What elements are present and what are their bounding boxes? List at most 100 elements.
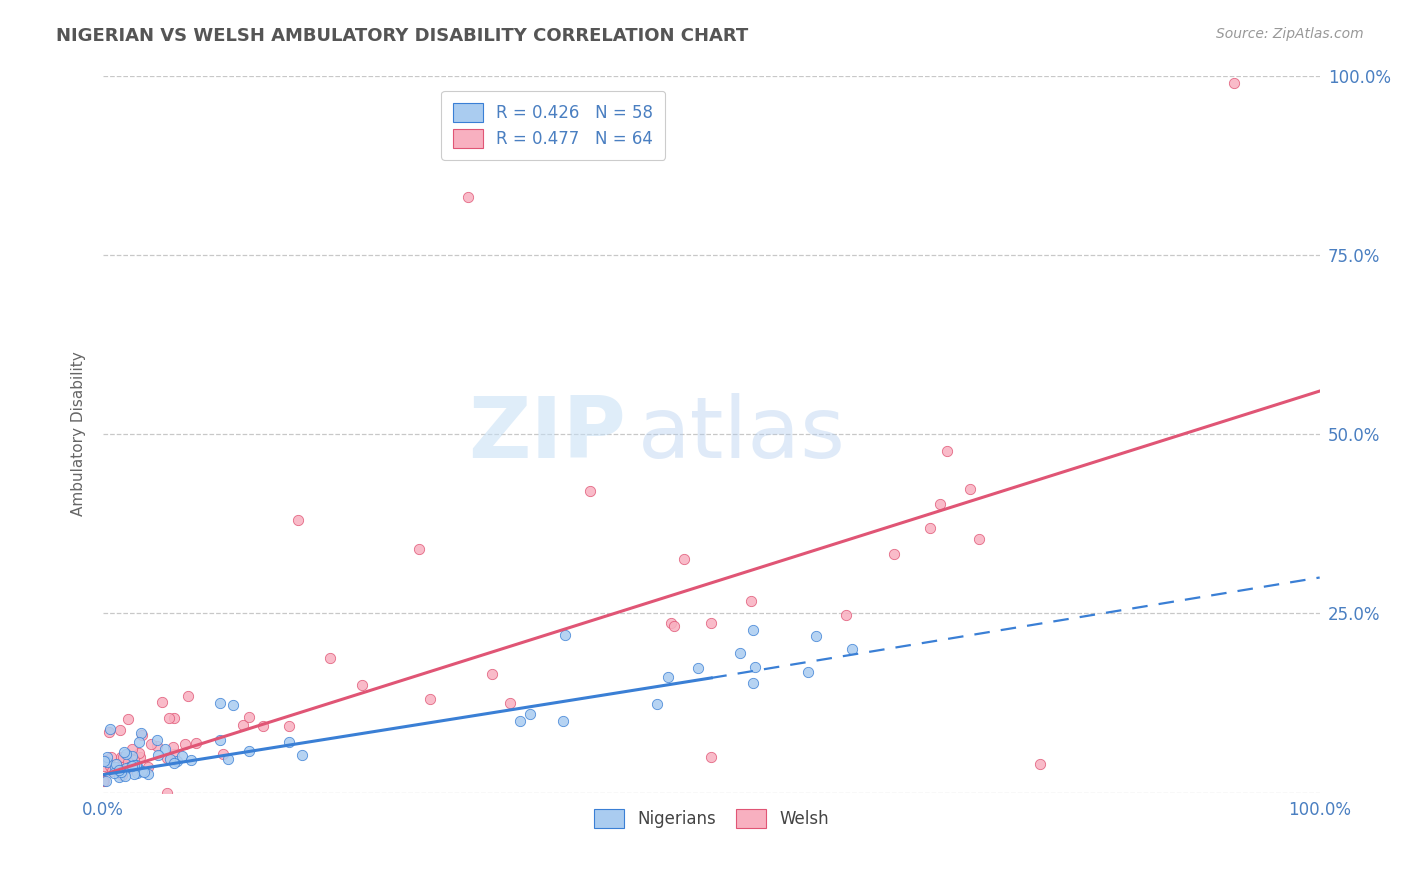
Point (287, 513, 309, 527)
Text: NIGERIAN VS WELSH AMBULATORY DISABILITY CORRELATION CHART: NIGERIAN VS WELSH AMBULATORY DISABILITY … (56, 27, 748, 45)
Point (686, 661, 709, 675)
Point (125, 758, 148, 772)
Point (419, 692, 441, 706)
Point (740, 593, 762, 607)
Point (177, 689, 200, 703)
Point (131, 728, 153, 742)
Point (959, 483, 981, 497)
Point (121, 742, 143, 756)
Point (172, 748, 194, 763)
Point (111, 749, 134, 764)
Point (93, 753, 115, 767)
Point (96, 755, 118, 769)
Point (1029, 756, 1052, 771)
Point (184, 736, 207, 750)
Point (162, 739, 184, 754)
Point (166, 755, 188, 769)
Point (96, 774, 118, 789)
Point (741, 623, 763, 637)
Point (98, 759, 121, 773)
Point (1223, 76, 1246, 90)
Point (238, 744, 260, 758)
Point (519, 706, 541, 721)
Point (110, 749, 132, 764)
Point (122, 753, 145, 767)
Point (920, 521, 942, 535)
Point (578, 484, 600, 499)
Point (929, 497, 952, 511)
Point (157, 711, 180, 725)
Point (112, 745, 135, 759)
Point (122, 767, 145, 781)
Point (659, 615, 682, 630)
Point (107, 763, 129, 777)
Point (103, 766, 125, 780)
Point (115, 761, 138, 775)
Point (120, 759, 142, 773)
Point (134, 764, 156, 779)
Point (155, 786, 177, 800)
Point (936, 443, 959, 458)
Point (129, 750, 152, 764)
Point (117, 712, 139, 726)
Point (804, 629, 827, 643)
Point (148, 747, 170, 762)
Point (700, 749, 723, 764)
Point (551, 714, 574, 728)
Point (108, 723, 131, 737)
Point (457, 190, 479, 204)
Point (741, 676, 763, 690)
Point (664, 619, 686, 633)
Point (700, 616, 723, 631)
Point (728, 646, 751, 660)
Point (121, 759, 143, 773)
Point (125, 759, 148, 773)
Point (118, 760, 141, 774)
Point (93, 773, 115, 788)
Point (97, 724, 120, 739)
Point (131, 764, 153, 778)
Point (352, 678, 374, 692)
Point (163, 756, 186, 771)
Point (208, 696, 231, 710)
Point (222, 698, 245, 712)
Text: ZIP: ZIP (468, 392, 626, 475)
Point (129, 726, 152, 740)
Point (108, 771, 131, 785)
Point (277, 719, 299, 733)
Point (111, 767, 134, 781)
Point (93, 754, 115, 768)
Point (136, 760, 159, 774)
Point (155, 741, 177, 756)
Point (146, 739, 169, 753)
Point (291, 748, 314, 763)
Legend: Nigerians, Welsh: Nigerians, Welsh (588, 802, 835, 835)
Point (408, 541, 430, 556)
Point (163, 747, 186, 761)
Point (117, 755, 139, 769)
Point (481, 666, 503, 681)
Point (114, 769, 136, 783)
Point (125, 765, 148, 780)
Point (645, 697, 668, 711)
Point (124, 763, 146, 777)
Point (208, 733, 231, 747)
Point (180, 753, 202, 767)
Text: atlas: atlas (638, 392, 846, 475)
Point (128, 746, 150, 760)
Point (107, 763, 129, 777)
Point (217, 752, 239, 766)
Point (744, 659, 766, 673)
Point (107, 760, 129, 774)
Point (128, 735, 150, 749)
Point (139, 737, 162, 751)
Text: Source: ZipAtlas.com: Source: ZipAtlas.com (1216, 27, 1364, 41)
Point (835, 608, 858, 623)
Point (277, 734, 299, 748)
Point (967, 532, 990, 546)
Point (174, 737, 197, 751)
Y-axis label: Ambulatory Disability: Ambulatory Disability (72, 351, 86, 516)
Point (509, 714, 531, 728)
Point (124, 757, 146, 772)
Point (101, 764, 124, 778)
